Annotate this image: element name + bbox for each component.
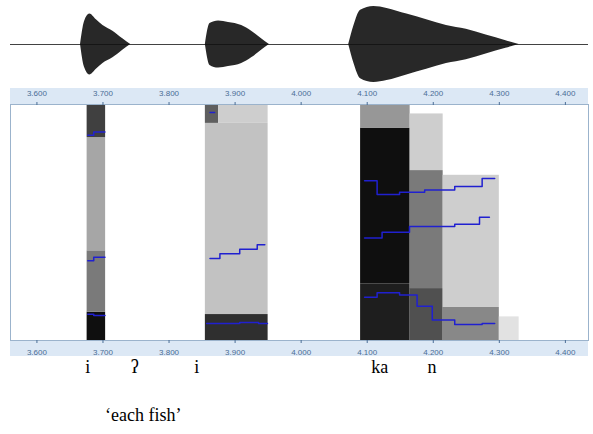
svg-text:4.000: 4.000 bbox=[291, 89, 312, 98]
svg-text:3.700: 3.700 bbox=[93, 89, 114, 98]
svg-text:‘each fish’: ‘each fish’ bbox=[105, 405, 181, 425]
svg-text:3.700: 3.700 bbox=[93, 348, 114, 356]
svg-text:4.300: 4.300 bbox=[489, 89, 510, 98]
svg-text:3.600: 3.600 bbox=[27, 89, 48, 98]
svg-text:4.300: 4.300 bbox=[489, 348, 510, 356]
svg-text:4.100: 4.100 bbox=[357, 89, 378, 98]
svg-text:i: i bbox=[194, 357, 199, 377]
svg-text:n: n bbox=[427, 357, 436, 377]
svg-text:3.800: 3.800 bbox=[159, 89, 180, 98]
svg-text:4.100: 4.100 bbox=[357, 348, 378, 356]
svg-text:3.900: 3.900 bbox=[225, 348, 246, 356]
svg-text:ʔ: ʔ bbox=[131, 357, 139, 377]
svg-text:4.400: 4.400 bbox=[555, 89, 576, 98]
svg-text:3.600: 3.600 bbox=[27, 348, 48, 356]
svg-text:ka: ka bbox=[371, 357, 388, 377]
svg-text:3.900: 3.900 bbox=[225, 89, 246, 98]
svg-text:4.400: 4.400 bbox=[555, 348, 576, 356]
svg-text:3.800: 3.800 bbox=[159, 348, 180, 356]
svg-text:4.000: 4.000 bbox=[291, 348, 312, 356]
svg-text:i: i bbox=[85, 357, 90, 377]
svg-text:4.200: 4.200 bbox=[423, 348, 444, 356]
svg-text:4.200: 4.200 bbox=[423, 89, 444, 98]
